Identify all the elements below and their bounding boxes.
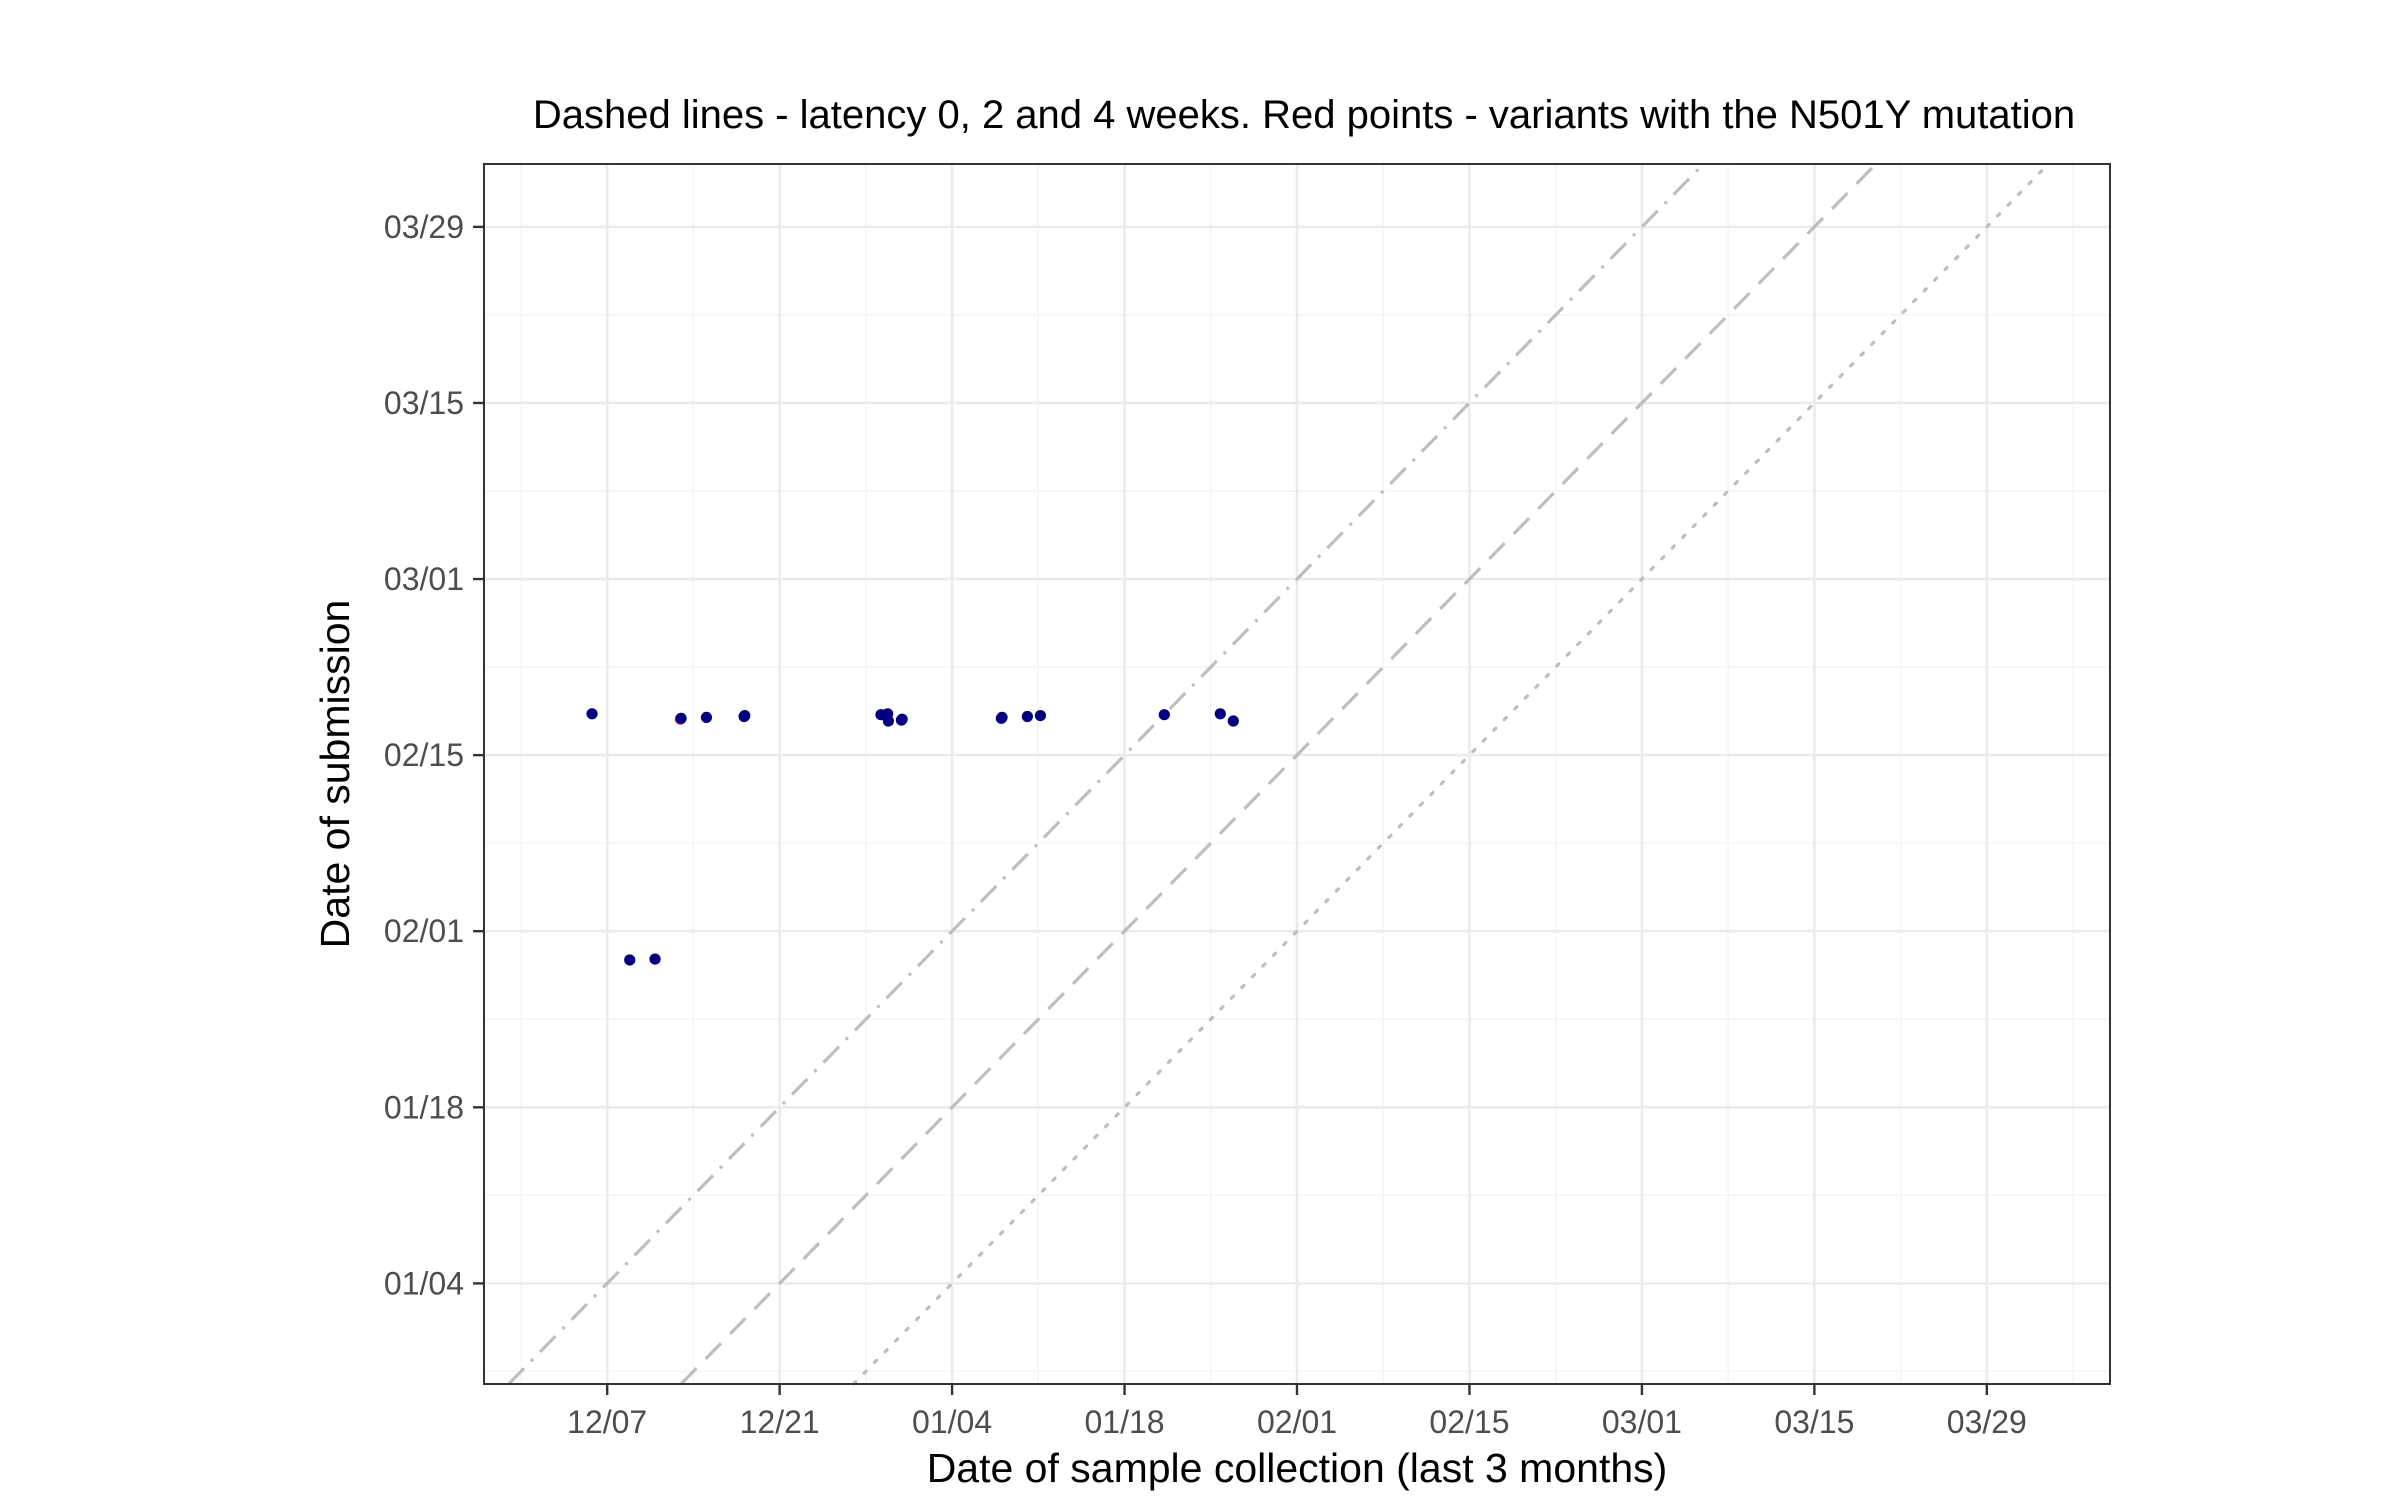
data-point <box>882 715 895 727</box>
latency-line-4-weeks <box>507 162 1705 1386</box>
data-point <box>649 953 661 965</box>
x-tick-label: 02/01 <box>1257 1404 1337 1440</box>
latency-line-2-weeks <box>679 162 1878 1386</box>
y-tick-label: 03/15 <box>384 385 464 421</box>
plot-panel <box>483 162 2111 1386</box>
y-tick-label: 03/29 <box>384 209 464 245</box>
x-tick-label: 03/01 <box>1602 1404 1682 1440</box>
data-point <box>1214 708 1226 720</box>
x-tick-label: 03/29 <box>1947 1404 2027 1440</box>
data-point <box>700 711 713 724</box>
data-point <box>675 712 687 724</box>
y-tick-label: 02/15 <box>384 737 464 773</box>
data-point <box>1158 709 1170 721</box>
data-point <box>996 711 1008 724</box>
data-points <box>586 708 1239 966</box>
data-point <box>896 713 908 725</box>
x-tick-label: 01/04 <box>912 1404 992 1440</box>
latency-reference-lines <box>507 162 2051 1386</box>
data-point <box>586 708 598 720</box>
y-tick-label: 01/04 <box>384 1265 464 1301</box>
data-point <box>1021 710 1033 723</box>
y-axis: 01/04 01/18 02/01 02/15 03/01 03/15 03/29 <box>384 209 484 1301</box>
y-tick-label: 03/01 <box>384 561 464 597</box>
latency-line-0-weeks <box>851 162 2051 1386</box>
x-axis: 12/07 12/21 01/04 01/18 02/01 02/15 03/01 03/15… <box>567 1384 2027 1440</box>
data-point <box>624 954 636 966</box>
x-tick-label: 03/15 <box>1774 1404 1854 1440</box>
data-point <box>739 710 751 722</box>
data-point <box>1034 710 1047 722</box>
data-point <box>1227 715 1239 727</box>
x-tick-label: 12/21 <box>740 1404 820 1440</box>
y-tick-label: 02/01 <box>384 913 464 949</box>
x-tick-label: 02/15 <box>1429 1404 1509 1440</box>
y-axis-title: Date of submission <box>312 600 358 949</box>
y-tick-label: 01/18 <box>384 1089 464 1125</box>
x-tick-label: 12/07 <box>567 1404 647 1440</box>
x-axis-title: Date of sample collection (last 3 months… <box>927 1445 1668 1491</box>
chart-title: Dashed lines - latency 0, 2 and 4 weeks.… <box>533 93 2075 137</box>
x-tick-label: 01/18 <box>1085 1404 1165 1440</box>
